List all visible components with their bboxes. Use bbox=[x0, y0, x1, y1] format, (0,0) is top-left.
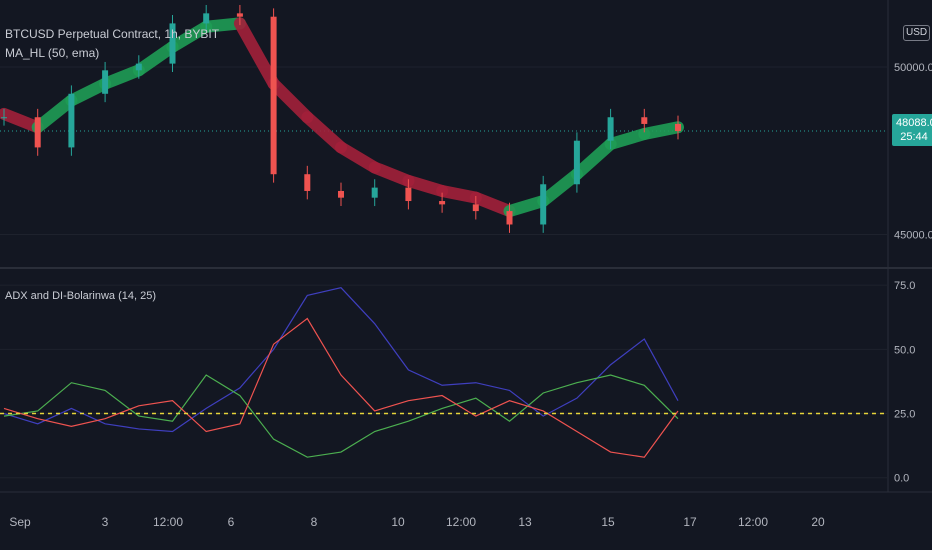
time-tick-label: 12:00 bbox=[738, 515, 768, 529]
candle-body bbox=[506, 211, 513, 225]
osc-tick-label: 50.0 bbox=[894, 344, 915, 356]
ma-band-segment bbox=[469, 191, 516, 218]
price-tick-label: 45000.0 bbox=[894, 230, 932, 242]
time-tick-label: 12:00 bbox=[446, 515, 476, 529]
candle-body bbox=[607, 117, 614, 141]
osc-line-di_minus bbox=[3, 317, 679, 458]
candle-body bbox=[675, 123, 681, 132]
price-indicator-label[interactable]: MA_HL (50, ema) bbox=[5, 46, 100, 60]
candle-body bbox=[1, 117, 7, 119]
candle-body bbox=[338, 190, 344, 198]
ma-band-segment bbox=[31, 94, 78, 134]
candle-body bbox=[641, 117, 648, 124]
candle-body bbox=[573, 140, 580, 185]
currency-button[interactable]: USD bbox=[903, 25, 931, 41]
last-price-badge: 48088.0 25:44 bbox=[892, 114, 932, 146]
candle-body bbox=[371, 187, 378, 198]
candle-body bbox=[169, 23, 176, 64]
candle-body bbox=[135, 63, 142, 71]
candle-body bbox=[405, 187, 412, 202]
time-tick-label: 20 bbox=[811, 515, 825, 529]
price-tick-label: 50000.0 bbox=[894, 62, 932, 74]
candle-body bbox=[34, 117, 41, 148]
ma-band-segment bbox=[166, 20, 213, 53]
time-tick-label: 8 bbox=[311, 515, 318, 529]
osc-line-di_plus bbox=[3, 374, 679, 458]
time-tick-label: 3 bbox=[102, 515, 109, 529]
osc-tick-label: 25.0 bbox=[894, 409, 915, 421]
candle-body bbox=[439, 201, 446, 205]
ma-band-segment bbox=[267, 77, 314, 124]
candle-body bbox=[540, 184, 547, 225]
ma-band-segment bbox=[368, 161, 415, 187]
candle-body bbox=[304, 174, 311, 191]
ma-band-segment bbox=[65, 77, 112, 107]
time-tick-label: 15 bbox=[601, 515, 615, 529]
ma-band-segment bbox=[570, 138, 617, 181]
time-tick-label: 12:00 bbox=[153, 515, 183, 529]
ma-band-segment bbox=[335, 141, 381, 174]
candle-body bbox=[68, 93, 75, 148]
osc-tick-label: 75.0 bbox=[894, 280, 915, 292]
time-tick-label: 10 bbox=[391, 515, 405, 529]
ma-band-segment bbox=[233, 17, 280, 90]
time-tick-label: 6 bbox=[228, 515, 235, 529]
candle-body bbox=[236, 13, 243, 17]
ma-band-segment bbox=[99, 64, 145, 90]
ma-band-segment bbox=[537, 168, 583, 208]
time-tick-label: Sep bbox=[9, 515, 31, 529]
ma-band-segment bbox=[638, 121, 684, 140]
candle-body bbox=[270, 16, 277, 175]
osc-tick-label: 0.0 bbox=[894, 473, 909, 485]
ma-band-segment bbox=[301, 111, 347, 154]
ma-band-segment bbox=[0, 107, 44, 134]
time-tick-label: 17 bbox=[683, 515, 697, 529]
osc-line-adx bbox=[3, 287, 679, 433]
candle-body bbox=[102, 70, 109, 94]
candle-body bbox=[472, 204, 479, 212]
last-price-value: 48088.0 bbox=[896, 117, 932, 129]
time-tick-label: 13 bbox=[518, 515, 532, 529]
symbol-title[interactable]: BTCUSD Perpetual Contract, 1h, BYBIT bbox=[5, 27, 220, 41]
candle-body bbox=[203, 13, 210, 24]
bar-countdown: 25:44 bbox=[900, 131, 928, 143]
ma-band-segment bbox=[132, 40, 179, 77]
osc-indicator-label[interactable]: ADX and DI-Bolarinwa (14, 25) bbox=[5, 290, 157, 302]
